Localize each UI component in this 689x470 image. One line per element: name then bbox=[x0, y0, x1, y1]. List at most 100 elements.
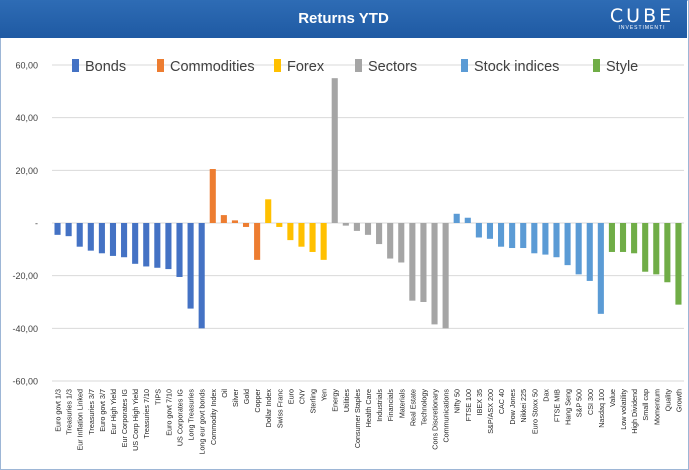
x-tick-label: Copper bbox=[253, 388, 262, 412]
bar bbox=[132, 223, 139, 264]
bar bbox=[187, 223, 194, 309]
bar bbox=[320, 223, 327, 260]
bar bbox=[498, 223, 505, 247]
x-tick-label: Nikkei 225 bbox=[519, 389, 528, 423]
bar bbox=[608, 223, 615, 252]
x-tick-label: Dow Jones bbox=[508, 389, 517, 425]
x-tick-label: Euro bbox=[286, 389, 295, 404]
x-tick-label: Oil bbox=[220, 389, 229, 398]
x-tick-label: Technology bbox=[419, 389, 428, 426]
x-tick-label: Value bbox=[608, 389, 617, 407]
x-tick-label: Yen bbox=[320, 389, 329, 401]
x-tick-label: Treasuries 7/10 bbox=[142, 389, 151, 439]
bar bbox=[220, 215, 227, 223]
bar bbox=[331, 78, 338, 224]
x-tick-label: IBEX 35 bbox=[475, 389, 484, 415]
bar bbox=[542, 223, 549, 255]
bar bbox=[564, 223, 571, 266]
bar bbox=[553, 223, 560, 258]
logo-subtitle: INVESTIMENTI bbox=[618, 25, 666, 31]
bar bbox=[254, 223, 261, 260]
bar bbox=[242, 223, 250, 227]
x-tick-label: Dax bbox=[541, 389, 550, 402]
bar bbox=[509, 223, 516, 249]
x-tick-label: Utilities bbox=[342, 389, 351, 413]
x-tick-label: CAC 40 bbox=[497, 389, 506, 414]
bar bbox=[54, 223, 61, 235]
legend-label: Commodities bbox=[170, 59, 255, 75]
bar bbox=[486, 223, 494, 239]
legend-label: Sectors bbox=[368, 59, 417, 75]
x-tick-label: Commodity Index bbox=[209, 389, 218, 445]
bar bbox=[575, 223, 582, 275]
y-tick-label: 40,00 bbox=[15, 113, 38, 123]
x-tick-label: Health Care bbox=[364, 389, 373, 427]
x-tick-label: Treasuries 3/7 bbox=[87, 389, 96, 435]
x-tick-label: Silver bbox=[231, 388, 240, 407]
x-tick-label: FTSE 100 bbox=[464, 389, 473, 421]
bar bbox=[165, 223, 172, 270]
x-tick-label: Euro govt 1/3 bbox=[54, 389, 63, 432]
y-tick-label: -60,00 bbox=[12, 377, 38, 387]
x-tick-label: Momentum bbox=[652, 389, 661, 425]
x-tick-label: Eur Inflation Linked bbox=[76, 389, 85, 451]
x-tick-label: US Corporates IG bbox=[176, 389, 185, 447]
x-tick-label: Swiss Franc bbox=[275, 389, 284, 429]
x-tick-label: Euro govt 3/7 bbox=[98, 389, 107, 432]
bar bbox=[287, 223, 294, 241]
x-tick-label: TIPS bbox=[153, 389, 162, 405]
x-tick-label: Growth bbox=[674, 389, 683, 412]
x-tick-label: Treasuries 1/3 bbox=[65, 389, 74, 435]
bar bbox=[265, 199, 272, 223]
x-tick-label: Euro govt 7/10 bbox=[164, 389, 173, 436]
legend-swatch bbox=[157, 59, 164, 72]
bar bbox=[387, 223, 394, 259]
header-bar bbox=[0, 0, 687, 38]
x-tick-label: Long Treasuries bbox=[187, 389, 196, 441]
x-tick-label: Sterling bbox=[309, 389, 318, 413]
bar bbox=[87, 223, 94, 251]
bar bbox=[597, 223, 604, 314]
x-tick-label: Consumer Staples bbox=[353, 389, 362, 449]
x-tick-label: Quality bbox=[663, 389, 672, 412]
chart-title: Returns YTD bbox=[298, 10, 389, 27]
bar bbox=[675, 223, 682, 305]
logo-wordmark: CUBE bbox=[609, 5, 675, 27]
bar bbox=[409, 223, 416, 301]
x-tick-label: Materials bbox=[397, 389, 406, 419]
x-tick-label: Communications bbox=[442, 389, 451, 443]
legend-label: Style bbox=[606, 59, 638, 75]
bar bbox=[76, 223, 83, 247]
x-tick-label: Industrials bbox=[375, 389, 384, 422]
y-tick-label: 60,00 bbox=[15, 61, 38, 71]
x-tick-label: Cons Discretionary bbox=[431, 389, 440, 450]
x-tick-label: S&P 500 bbox=[575, 389, 584, 417]
bar bbox=[664, 223, 671, 283]
bar bbox=[154, 223, 161, 268]
legend-swatch bbox=[274, 59, 281, 72]
bar bbox=[143, 223, 150, 267]
bar bbox=[475, 223, 482, 238]
cube-logo: CUBE INVESTIMENTI bbox=[607, 6, 677, 34]
x-tick-label: CNY bbox=[297, 389, 306, 404]
legend-swatch bbox=[72, 59, 79, 72]
legend-label: Stock indices bbox=[474, 59, 559, 75]
bar bbox=[198, 223, 205, 329]
x-tick-label: Small cap bbox=[641, 389, 650, 421]
x-tick-label: Euro Stoxx 50 bbox=[530, 389, 539, 434]
bar bbox=[121, 223, 128, 258]
bar bbox=[431, 223, 438, 325]
bar bbox=[586, 223, 593, 281]
bar bbox=[109, 223, 117, 256]
x-tick-label: Eur Corporates IG bbox=[120, 389, 129, 448]
bar bbox=[631, 223, 638, 254]
bar bbox=[398, 223, 405, 263]
bar bbox=[231, 220, 238, 223]
x-tick-label: US Corp High Yield bbox=[131, 389, 140, 451]
bar bbox=[642, 223, 649, 272]
bar bbox=[209, 169, 216, 223]
bar bbox=[98, 223, 105, 254]
y-tick-label: 20,00 bbox=[15, 166, 38, 176]
legend-swatch bbox=[461, 59, 468, 72]
